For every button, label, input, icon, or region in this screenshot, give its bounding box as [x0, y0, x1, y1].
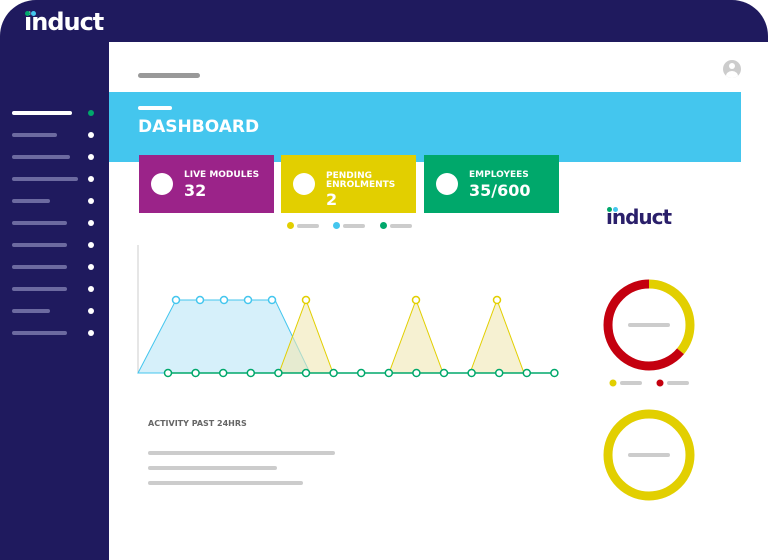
sidebar-dot	[88, 220, 94, 226]
induct-brand-logo: induct	[606, 205, 672, 229]
yellow-peak	[469, 298, 525, 374]
induct-logo[interactable]: induct	[24, 8, 104, 36]
sidebar-dot	[88, 308, 94, 314]
sidebar-item-label	[12, 177, 78, 181]
green-point	[356, 368, 366, 378]
sidebar-item[interactable]	[12, 176, 96, 182]
green-point	[550, 368, 559, 378]
header-banner: DASHBOARD	[109, 92, 741, 162]
sidebar-dot	[88, 132, 94, 138]
sidebar-item-label	[12, 111, 72, 115]
sidebar-item[interactable]	[12, 132, 96, 138]
blue-point	[267, 295, 277, 305]
sidebar-dot	[88, 110, 94, 116]
card-label: EMPLOYEES	[469, 170, 529, 180]
donut-chart-segment	[603, 279, 695, 371]
blue-point	[195, 295, 205, 305]
sidebar-item-label	[12, 243, 67, 247]
card-icon	[436, 173, 458, 195]
yellow-point	[492, 295, 502, 305]
donut-legend-label	[667, 381, 689, 385]
sidebar-dot	[88, 286, 94, 292]
breadcrumb-placeholder	[138, 73, 200, 78]
sidebar-item[interactable]	[12, 110, 96, 116]
text-placeholder	[148, 481, 303, 485]
card-live-modules[interactable]: LIVE MODULES 32	[139, 155, 274, 213]
banner-accent	[138, 106, 172, 110]
sidebar-dot	[88, 264, 94, 270]
green-point	[522, 368, 532, 378]
sidebar-item-label	[12, 221, 67, 225]
sidebar-item[interactable]	[12, 330, 96, 336]
sidebar-item-label	[12, 133, 57, 137]
green-point	[163, 368, 173, 378]
sidebar-item[interactable]	[12, 242, 96, 248]
donut-chart-2-label-placeholder	[628, 453, 670, 457]
yellow-peak	[388, 298, 444, 374]
green-point	[301, 368, 311, 378]
page-title: DASHBOARD	[138, 117, 260, 137]
yellow-point	[411, 295, 421, 305]
green-point	[412, 368, 421, 378]
sidebar-item-label	[12, 309, 50, 313]
sidebar-dot	[88, 154, 94, 160]
sidebar-item[interactable]	[12, 264, 96, 270]
sidebar-item[interactable]	[12, 286, 96, 292]
sidebar-item[interactable]	[12, 220, 96, 226]
green-point	[439, 368, 449, 378]
green-point	[218, 368, 228, 378]
sidebar-item-label	[12, 155, 70, 159]
sidebar-item[interactable]	[12, 198, 96, 204]
donut-legend-dot	[656, 379, 664, 387]
sidebar-item-label	[12, 331, 67, 335]
green-point	[191, 368, 200, 378]
donut-chart-2-segment	[603, 409, 695, 501]
card-icon	[151, 173, 173, 195]
green-point	[494, 368, 504, 378]
text-placeholder	[148, 451, 335, 455]
sidebar-dot	[88, 176, 94, 182]
card-label: LIVE MODULES	[184, 170, 260, 180]
donut-legend-label	[620, 381, 642, 385]
sidebar-item-label	[12, 287, 67, 291]
green-point	[246, 368, 256, 378]
green-point	[467, 368, 476, 378]
card-label: PENDING ENROLMENTS	[326, 171, 396, 190]
card-icon	[293, 173, 315, 195]
card-value: 32	[184, 181, 207, 200]
card-value: 2	[326, 190, 338, 209]
green-point	[329, 368, 338, 378]
sidebar-item-label	[12, 265, 67, 269]
card-value: 35/600	[469, 181, 531, 200]
sidebar-dot	[88, 198, 94, 204]
green-point	[274, 368, 283, 378]
sidebar-dot	[88, 242, 94, 248]
blue-point	[171, 295, 181, 305]
card-employees[interactable]: EMPLOYEES 35/600	[424, 155, 559, 213]
activity-title: ACTIVITY PAST 24HRS	[148, 419, 247, 428]
sidebar-dot	[88, 330, 94, 336]
blue-point	[243, 295, 253, 305]
yellow-point	[301, 295, 311, 305]
card-pending-enrolments[interactable]: PENDING ENROLMENTS 2	[281, 155, 416, 213]
text-placeholder	[148, 466, 277, 470]
green-point	[384, 368, 394, 378]
donut-chart-label-placeholder	[628, 323, 670, 327]
sidebar-item[interactable]	[12, 154, 96, 160]
donut-legend-dot	[609, 379, 617, 387]
avatar-icon[interactable]	[723, 60, 741, 78]
sidebar-item-label	[12, 199, 50, 203]
sidebar-item[interactable]	[12, 308, 96, 314]
blue-point	[219, 295, 229, 305]
